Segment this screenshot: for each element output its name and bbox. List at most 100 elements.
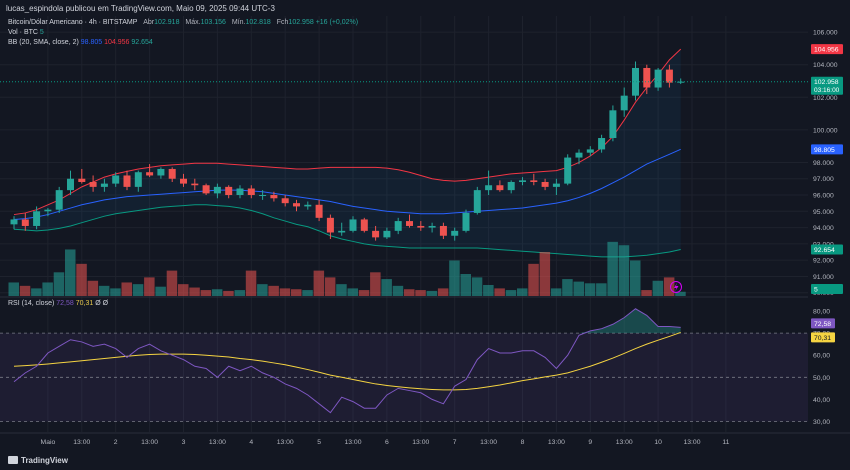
volume-bar: [200, 290, 212, 296]
volume-bar: [268, 285, 279, 296]
volume-bar: [675, 291, 686, 296]
candle-body: [519, 180, 526, 182]
price-label: 104.956: [814, 47, 839, 54]
candle-body: [485, 185, 493, 191]
time-tick: 13:00: [141, 439, 158, 446]
volume-row[interactable]: Vol · BTC 5: [8, 28, 358, 38]
rsi-tick: 60,00: [813, 353, 830, 360]
candle: [485, 170, 493, 196]
symbol-title[interactable]: Bitcoin/Dólar Americano · 4h · BITSTAMP: [8, 19, 138, 26]
tradingview-logo[interactable]: TradingView: [8, 456, 68, 465]
time-tick: 10: [654, 439, 662, 446]
open-value: 102.918: [154, 19, 180, 26]
rsi-tick: 80,00: [813, 309, 830, 316]
candle: [462, 209, 470, 233]
candle: [552, 178, 560, 196]
volume-bar: [381, 279, 392, 296]
rsi-label: 70,31: [814, 335, 831, 342]
volume-bar: [539, 252, 551, 296]
time-tick: 5: [317, 439, 321, 446]
candle-body: [259, 195, 267, 197]
volume-bar: [641, 290, 652, 296]
price-label-bg: [811, 76, 843, 95]
volume-bar: [347, 288, 358, 296]
candle-body: [439, 225, 447, 236]
time-tick: 13:00: [683, 439, 700, 446]
candle: [202, 183, 210, 196]
candle-body: [530, 180, 538, 182]
volume-bar: [31, 288, 42, 296]
volume-bar: [19, 285, 31, 296]
volume-bar: [494, 288, 505, 296]
volume-bar: [144, 277, 155, 296]
candle: [507, 180, 515, 194]
candle: [575, 149, 583, 165]
candle-body: [78, 178, 86, 182]
candle-body: [541, 181, 549, 187]
candle: [439, 222, 447, 239]
candle-body: [643, 67, 651, 88]
volume-bar: [223, 290, 234, 296]
price-label-bg: [811, 44, 843, 55]
brand-name: TradingView: [21, 456, 68, 465]
low-value: 102.818: [245, 19, 271, 26]
candle: [541, 178, 549, 191]
time-tick: 13:00: [616, 439, 633, 446]
candle: [225, 185, 233, 199]
rsi-pane: [0, 296, 850, 422]
time-tick: 6: [385, 439, 389, 446]
candle-body: [191, 183, 199, 186]
time-tick: 8: [521, 439, 525, 446]
time-tick: 13:00: [344, 439, 361, 446]
price-tick: 94.000: [813, 225, 834, 232]
rsi-value: 72,58: [56, 300, 74, 307]
time-tick: 13:00: [412, 439, 429, 446]
candle: [665, 64, 673, 88]
volume-bar: [155, 286, 166, 296]
rsi-ma-value: 70,31: [75, 300, 94, 307]
candle: [21, 212, 29, 231]
candle-body: [586, 149, 594, 153]
candle: [10, 216, 18, 230]
volume-bar: [607, 241, 618, 296]
price-label-bg: [811, 144, 843, 155]
volume-bar: [302, 290, 313, 296]
rsi-legend[interactable]: RSI (14, close) 72,58 70,31 Ø Ø: [8, 300, 108, 307]
bb-basis-line: [13, 148, 681, 220]
candle-body: [33, 211, 41, 226]
volume-bar: [528, 263, 539, 296]
volume-bar: [98, 285, 110, 296]
chart-canvas[interactable]: 106.000 104.000 102.000 100.000 98.000 97.000…: [0, 16, 850, 452]
axes: 106.000 104.000 102.000 100.000 98.000 97.000…: [0, 16, 850, 446]
candle: [100, 178, 108, 192]
rsi-label: 72,58: [814, 321, 831, 328]
candle: [112, 172, 120, 187]
candle-body: [315, 204, 323, 218]
candle-body: [293, 203, 300, 207]
candle-body: [462, 212, 470, 231]
rsi-label-bg: [811, 318, 835, 329]
lightning-icon[interactable]: [670, 281, 682, 293]
volume-bar: [483, 285, 494, 296]
volume-bar: [324, 277, 336, 296]
candle-body: [67, 178, 74, 191]
candle: [609, 105, 617, 142]
price-label: 102.958: [814, 79, 839, 86]
price-tick: 91.000: [813, 274, 834, 281]
time-tick: 13:00: [548, 439, 565, 446]
candle: [315, 199, 323, 222]
candle: [168, 167, 176, 182]
candle: [586, 146, 594, 156]
candle-body: [428, 225, 436, 228]
bb-row[interactable]: BB (20, SMA, close, 2) 98.805 104.956 92…: [8, 38, 358, 48]
rsi-tick: 40,00: [813, 397, 830, 404]
price-tick: 95.000: [813, 209, 834, 216]
candle-body: [575, 152, 583, 158]
volume-bar: [245, 270, 257, 296]
bb-upper-value: 104.956: [104, 39, 130, 46]
candle-body: [89, 181, 97, 187]
rsi-overbought-fill: [14, 308, 681, 334]
candle: [44, 208, 52, 217]
candle: [270, 191, 278, 202]
volume-label: Vol · BTC: [8, 29, 38, 36]
